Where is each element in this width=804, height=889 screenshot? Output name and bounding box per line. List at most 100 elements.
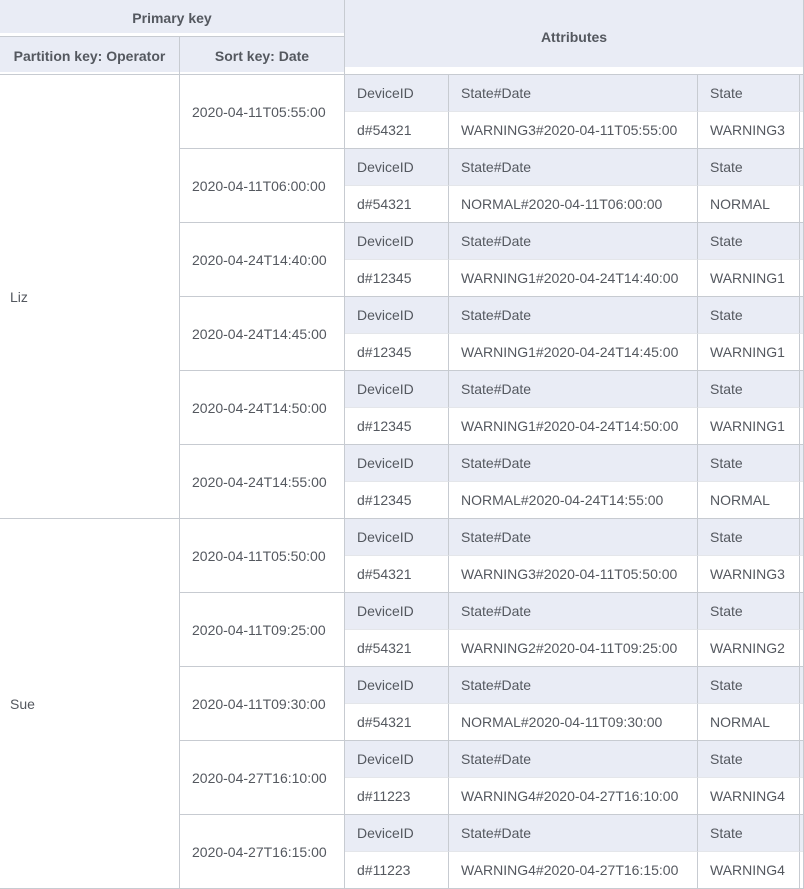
attribute-value-device-id: d#54321 [345, 186, 449, 222]
sort-key-row: 2020-04-27T16:15:00 DeviceID State#Date Sta… [0, 815, 804, 889]
attribute-column-header: State#Date [449, 297, 698, 334]
attributes-clip: DeviceID State#Date State d#11223 WARNING4#2… [345, 815, 803, 888]
attribute-value-clipped [800, 852, 803, 888]
attribute-value-state: WARNING3 [698, 112, 800, 148]
attribute-value-clipped [800, 630, 803, 666]
attribute-value-device-id: d#11223 [345, 852, 449, 888]
attribute-column-header: DeviceID [345, 371, 449, 408]
attribute-value-device-id: d#54321 [345, 112, 449, 148]
attribute-column-header: State#Date [449, 741, 698, 778]
attribute-column-header: State [698, 593, 800, 630]
attributes-clip: DeviceID State#Date State d#54321 WARNING3#2… [345, 519, 803, 592]
attribute-value-state-date: WARNING1#2020-04-24T14:45:00 [449, 334, 698, 370]
attribute-value-device-id: d#54321 [345, 630, 449, 666]
attribute-column-header: DeviceID [345, 445, 449, 482]
attribute-column-header: State [698, 519, 800, 556]
sort-key-cell: 2020-04-24T14:40:00 [180, 223, 345, 297]
attributes-cell: DeviceID State#Date State d#11223 WARNING4#2… [345, 815, 804, 889]
attribute-column-header: State#Date [449, 815, 698, 852]
attributes-clip: DeviceID State#Date State d#54321 WARNING2#2… [345, 593, 803, 666]
attribute-value-clipped [800, 556, 803, 592]
attribute-value-clipped [800, 408, 803, 444]
sort-key-cell: 2020-04-11T09:30:00 [180, 667, 345, 741]
attribute-column-header: State#Date [449, 445, 698, 482]
attribute-value-clipped [800, 778, 803, 814]
attribute-value-state: WARNING4 [698, 778, 800, 814]
sort-key-row: 2020-04-11T09:30:00 DeviceID State#Date Sta… [0, 667, 804, 741]
sort-key-row: Sue 2020-04-11T05:50:00 DeviceID State#Date… [0, 519, 804, 889]
attribute-value-device-id: d#12345 [345, 260, 449, 296]
attributes-cell: DeviceID State#Date State d#54321 WARNING3#2… [345, 75, 804, 149]
attributes-clip: DeviceID State#Date State d#12345 WARNING1#2… [345, 223, 803, 296]
attribute-value-state: WARNING2 [698, 630, 800, 666]
attribute-column-header: DeviceID [345, 667, 449, 704]
attribute-column-header: DeviceID [345, 223, 449, 260]
attribute-value-state-date: NORMAL#2020-04-24T14:55:00 [449, 482, 698, 518]
attribute-header-row: DeviceID State#Date State [345, 75, 803, 112]
attribute-value-device-id: d#54321 [345, 556, 449, 592]
attribute-item-table: DeviceID State#Date State d#12345 WARNING1#2… [345, 297, 803, 370]
attribute-column-header-clipped [800, 297, 803, 334]
attribute-value-state-date: WARNING4#2020-04-27T16:15:00 [449, 852, 698, 888]
attribute-value-row: d#54321 WARNING3#2020-04-11T05:50:00 WARNI… [345, 556, 803, 592]
schema-table-header: Primary key Attributes Partition key: Op… [0, 0, 804, 75]
attribute-value-row: d#11223 WARNING4#2020-04-27T16:10:00 WARNI… [345, 778, 803, 814]
attribute-header-row: DeviceID State#Date State [345, 371, 803, 408]
attribute-column-header: DeviceID [345, 297, 449, 334]
attribute-value-row: d#12345 NORMAL#2020-04-24T14:55:00 NORMAL [345, 482, 803, 518]
attribute-value-state: NORMAL [698, 186, 800, 222]
attribute-header-row: DeviceID State#Date State [345, 519, 803, 556]
attribute-value-state-date: WARNING1#2020-04-24T14:40:00 [449, 260, 698, 296]
partition-key-cell: Liz [0, 75, 180, 519]
attribute-value-state: WARNING1 [698, 408, 800, 444]
sort-key-row: 2020-04-24T14:55:00 DeviceID State#Date Sta… [0, 445, 804, 519]
attribute-value-device-id: d#12345 [345, 482, 449, 518]
attribute-column-header: State [698, 297, 800, 334]
attribute-column-header-clipped [800, 741, 803, 778]
attribute-value-state: WARNING1 [698, 334, 800, 370]
attribute-value-clipped [800, 482, 803, 518]
attribute-item-table: DeviceID State#Date State d#54321 WARNING2#2… [345, 593, 803, 666]
attributes-cell: DeviceID State#Date State d#12345 WARNING1#2… [345, 297, 804, 371]
attribute-header-row: DeviceID State#Date State [345, 667, 803, 704]
attribute-column-header: State#Date [449, 371, 698, 408]
attribute-column-header: State#Date [449, 149, 698, 186]
attribute-column-header: State#Date [449, 519, 698, 556]
attributes-clip: DeviceID State#Date State d#12345 WARNING1#2… [345, 297, 803, 370]
attribute-item-table: DeviceID State#Date State d#12345 WARNING1#2… [345, 223, 803, 296]
sort-key-cell: 2020-04-27T16:15:00 [180, 815, 345, 889]
header-row-1: Primary key Attributes [0, 0, 804, 75]
attribute-value-state-date: WARNING2#2020-04-11T09:25:00 [449, 630, 698, 666]
attribute-column-header-clipped [800, 75, 803, 112]
attribute-value-clipped [800, 334, 803, 370]
attribute-item-table: DeviceID State#Date State d#11223 WARNING4#2… [345, 741, 803, 814]
attribute-item-table: DeviceID State#Date State d#12345 NORMAL#202… [345, 445, 803, 518]
sort-key-row: 2020-04-24T14:45:00 DeviceID State#Date Sta… [0, 297, 804, 371]
attributes-clip: DeviceID State#Date State d#54321 NORMAL#202… [345, 149, 803, 222]
attribute-column-header-clipped [800, 223, 803, 260]
attributes-header: Attributes [345, 0, 804, 75]
attribute-header-row: DeviceID State#Date State [345, 223, 803, 260]
attribute-value-state-date: WARNING3#2020-04-11T05:50:00 [449, 556, 698, 592]
attribute-column-header-clipped [800, 815, 803, 852]
attribute-column-header: State#Date [449, 223, 698, 260]
attribute-value-device-id: d#11223 [345, 778, 449, 814]
attribute-value-state-date: NORMAL#2020-04-11T09:30:00 [449, 704, 698, 740]
attribute-value-state-date: WARNING3#2020-04-11T05:55:00 [449, 112, 698, 148]
attributes-clip: DeviceID State#Date State d#11223 WARNING4#2… [345, 741, 803, 814]
attribute-column-header: DeviceID [345, 75, 449, 112]
attribute-value-row: d#12345 WARNING1#2020-04-24T14:40:00 WARNI… [345, 260, 803, 296]
primary-key-header: Primary key [0, 0, 345, 37]
attributes-clip: DeviceID State#Date State d#12345 WARNING1#2… [345, 371, 803, 444]
attribute-item-table: DeviceID State#Date State d#54321 WARNING3#2… [345, 519, 803, 592]
attributes-cell: DeviceID State#Date State d#12345 WARNING1#2… [345, 223, 804, 297]
attribute-column-header: State#Date [449, 667, 698, 704]
attribute-value-state: WARNING1 [698, 260, 800, 296]
sort-key-header: Sort key: Date [180, 37, 345, 75]
sort-key-cell: 2020-04-24T14:45:00 [180, 297, 345, 371]
attribute-column-header-clipped [800, 593, 803, 630]
attribute-item-table: DeviceID State#Date State d#11223 WARNING4#2… [345, 815, 803, 888]
attribute-item-table: DeviceID State#Date State d#54321 NORMAL#202… [345, 149, 803, 222]
attribute-column-header: DeviceID [345, 149, 449, 186]
